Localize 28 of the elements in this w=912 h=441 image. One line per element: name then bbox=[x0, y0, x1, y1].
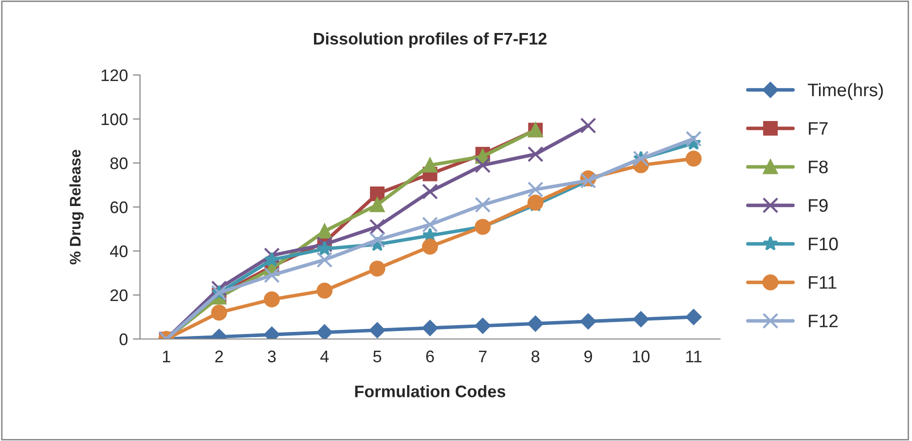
legend-label: F7 bbox=[808, 122, 828, 135]
x-tick-label: 3 bbox=[268, 350, 276, 362]
x-tick-label: 8 bbox=[532, 350, 540, 362]
y-tick-label: 20 bbox=[110, 289, 128, 302]
y-tick-label: 80 bbox=[110, 157, 128, 170]
x-axis-title: Formulation Codes bbox=[355, 385, 506, 398]
x-tick-label: 6 bbox=[426, 350, 434, 362]
legend-label: F8 bbox=[808, 160, 828, 174]
x-tick-label: 11 bbox=[686, 350, 702, 362]
x-tick-label: 2 bbox=[215, 350, 223, 362]
y-tick-label: 0 bbox=[120, 333, 128, 346]
legend-label: F9 bbox=[808, 199, 828, 212]
x-tick-label: 10 bbox=[632, 350, 650, 362]
y-axis-title: % Drug Release bbox=[69, 150, 84, 264]
y-tick-label: 100 bbox=[102, 113, 128, 126]
x-tick-label: 1 bbox=[163, 350, 170, 362]
x-tick-label: 5 bbox=[373, 350, 382, 362]
x-tick-label: 9 bbox=[584, 350, 592, 362]
legend-label: F11 bbox=[808, 276, 836, 289]
y-tick-label: 120 bbox=[102, 69, 128, 82]
x-tick-label: 7 bbox=[478, 350, 487, 362]
y-tick-label: 60 bbox=[110, 201, 128, 214]
chart-title: Dissolution profiles of F7-F12 bbox=[314, 32, 546, 48]
y-tick-label: 40 bbox=[110, 245, 128, 258]
x-tick-label: 4 bbox=[320, 350, 329, 362]
legend-label: F10 bbox=[808, 238, 838, 250]
legend-label: Time(hrs) bbox=[808, 83, 883, 100]
legend-label: F12 bbox=[808, 314, 838, 328]
